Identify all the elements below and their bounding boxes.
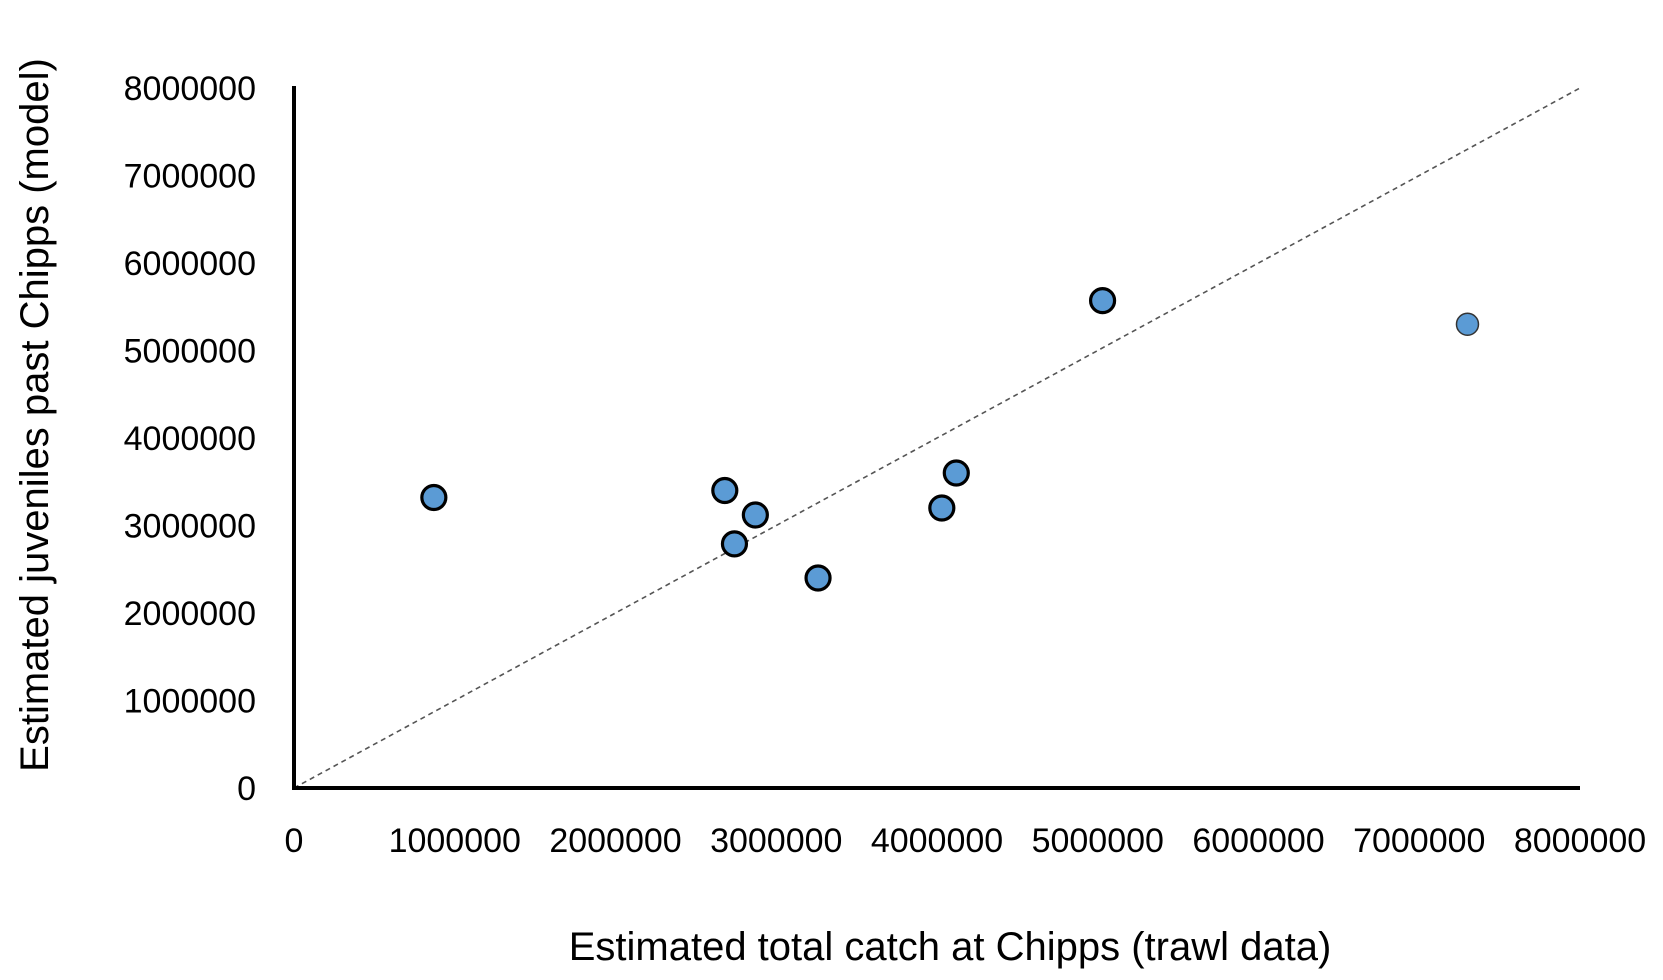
y-tick-label: 5000000 — [124, 333, 256, 371]
y-tick-label: 3000000 — [124, 508, 256, 546]
x-tick-label: 8000000 — [1514, 822, 1646, 860]
data-point — [804, 564, 832, 592]
data-point — [928, 494, 956, 522]
data-point — [720, 530, 749, 558]
y-tick-label: 4000000 — [124, 420, 256, 458]
x-axis-title: Estimated total catch at Chipps (trawl d… — [569, 925, 1332, 969]
data-point — [420, 483, 448, 512]
x-tick-label: 3000000 — [710, 822, 842, 860]
data-point — [711, 476, 739, 505]
data-point — [942, 459, 970, 487]
x-tick-label: 0 — [285, 822, 304, 860]
x-tick-label: 1000000 — [389, 822, 521, 860]
y-tick-label: 6000000 — [124, 245, 256, 283]
reference-line-layer — [293, 87, 1581, 789]
x-tick-label: 6000000 — [1192, 822, 1324, 860]
axes-layer — [292, 86, 1580, 790]
y-tick-label: 0 — [237, 770, 256, 808]
data-point — [1455, 312, 1480, 336]
y-tick-labels: 0 1000000 2000000 3000000 4000000 5000000 6000… — [124, 70, 256, 808]
data-point — [741, 501, 769, 529]
y-tick-label: 8000000 — [124, 70, 256, 108]
y-tick-label: 7000000 — [124, 158, 256, 196]
reference-line — [293, 87, 1581, 789]
y-tick-label: 1000000 — [124, 683, 256, 721]
y-axis-title: Estimated juveniles past Chipps (model) — [13, 58, 57, 772]
data-point — [1088, 287, 1117, 315]
y-tick-label: 2000000 — [124, 595, 256, 633]
x-tick-label: 5000000 — [1032, 822, 1164, 860]
x-tick-label: 7000000 — [1353, 822, 1485, 860]
x-tick-label: 2000000 — [549, 822, 681, 860]
data-points — [420, 287, 1480, 592]
x-tick-label: 4000000 — [871, 822, 1003, 860]
x-tick-labels: 0 1000000 2000000 3000000 4000000 5000000 6000… — [285, 822, 1647, 860]
